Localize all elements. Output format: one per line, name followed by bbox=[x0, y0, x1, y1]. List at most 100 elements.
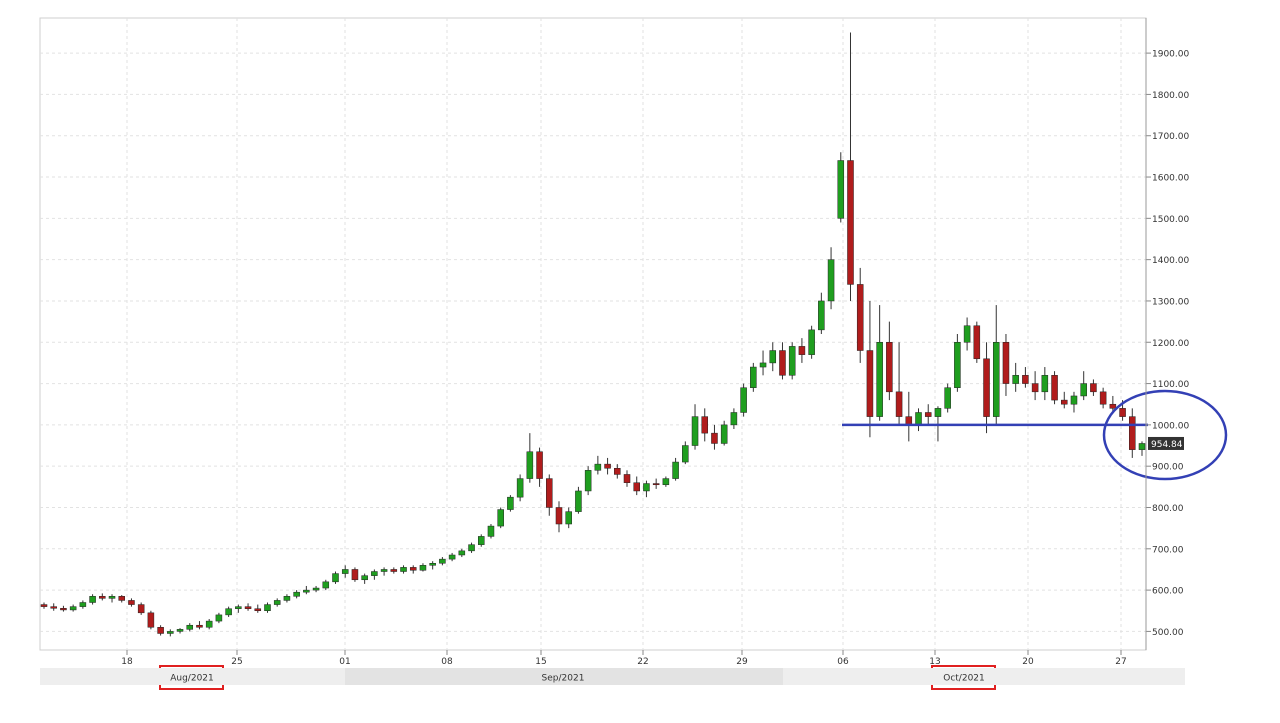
candle-down bbox=[99, 596, 106, 599]
candle-up bbox=[283, 596, 291, 601]
candle-up bbox=[429, 563, 436, 566]
candle-up bbox=[477, 536, 485, 545]
x-tick-label: 29 bbox=[736, 657, 748, 667]
candle-up bbox=[303, 589, 310, 593]
candle-up bbox=[448, 554, 456, 560]
candle-up bbox=[186, 624, 194, 630]
x-tick-label: 08 bbox=[441, 657, 453, 667]
y-tick-label: 1800.00 bbox=[1152, 91, 1189, 101]
candle-up bbox=[750, 366, 757, 388]
candle-down bbox=[614, 467, 621, 475]
candle-down bbox=[254, 608, 262, 612]
candle-up bbox=[79, 602, 87, 607]
x-tick-label: 13 bbox=[929, 657, 940, 667]
candle-down bbox=[711, 432, 718, 444]
candle-up bbox=[89, 596, 96, 603]
candle-up bbox=[380, 569, 388, 572]
candle-up bbox=[497, 509, 504, 527]
period-label: Aug/2021 bbox=[170, 674, 214, 684]
candle-up bbox=[341, 569, 349, 574]
y-tick-label: 1400.00 bbox=[1152, 256, 1189, 266]
candle-up bbox=[322, 581, 330, 589]
candle-up bbox=[954, 342, 961, 388]
x-tick-label: 18 bbox=[121, 657, 133, 667]
y-tick-label: 700.00 bbox=[1152, 545, 1184, 555]
candle-down bbox=[866, 350, 874, 417]
candle-up bbox=[808, 329, 815, 355]
candle-down bbox=[536, 451, 543, 479]
y-tick-label: 1700.00 bbox=[1152, 132, 1189, 142]
candle-up bbox=[837, 160, 845, 219]
candle-down bbox=[157, 627, 164, 634]
y-tick-label: 1900.00 bbox=[1152, 50, 1189, 60]
x-tick-label: 25 bbox=[231, 657, 242, 667]
candle-up bbox=[507, 496, 514, 510]
candle-down bbox=[798, 346, 806, 355]
candle-up bbox=[691, 416, 699, 446]
candle-up bbox=[167, 631, 174, 634]
y-tick-label: 500.00 bbox=[1152, 628, 1184, 638]
candle-up bbox=[1080, 383, 1087, 397]
candle-down bbox=[779, 350, 786, 376]
candle-down bbox=[118, 596, 125, 601]
candle-up bbox=[827, 259, 835, 302]
candle-down bbox=[1022, 375, 1029, 384]
candle-up bbox=[235, 606, 242, 609]
candle-up bbox=[1070, 395, 1078, 405]
x-tick-label: 01 bbox=[339, 657, 350, 667]
candle-down bbox=[701, 416, 709, 434]
x-tick-label: 27 bbox=[1115, 657, 1126, 667]
y-tick-label: 1100.00 bbox=[1152, 380, 1189, 390]
axes: 500.00 600.00 700.00 800.00 900.00 1000.00 110… bbox=[40, 18, 1189, 685]
candle-up bbox=[740, 387, 747, 413]
y-tick-label: 1000.00 bbox=[1152, 421, 1189, 431]
period-band-sep bbox=[345, 668, 783, 685]
candle-up bbox=[584, 470, 592, 492]
candle-down bbox=[1119, 408, 1126, 417]
candle-down bbox=[633, 482, 640, 492]
y-tick-label: 1500.00 bbox=[1152, 215, 1189, 225]
candle-up bbox=[788, 346, 796, 376]
candle-up bbox=[730, 412, 738, 426]
candle-up bbox=[312, 587, 320, 591]
candle-up bbox=[1041, 375, 1049, 393]
candle-up bbox=[468, 544, 475, 552]
y-tick-label: 1300.00 bbox=[1152, 297, 1189, 307]
candle-down bbox=[1129, 416, 1136, 450]
x-tick-label: 06 bbox=[837, 657, 849, 667]
candle-down bbox=[390, 569, 398, 572]
candle-down bbox=[973, 325, 981, 360]
candle-down bbox=[196, 624, 203, 628]
candle-up bbox=[439, 558, 446, 564]
candle-up bbox=[575, 490, 582, 512]
candle-up bbox=[526, 451, 534, 479]
candle-up bbox=[487, 525, 495, 537]
candle-down bbox=[351, 569, 359, 581]
candle-up bbox=[662, 478, 670, 486]
candle-up bbox=[458, 550, 466, 556]
candle-up bbox=[176, 629, 184, 632]
candle-down bbox=[147, 612, 155, 628]
candle-down bbox=[924, 412, 932, 417]
candle-up bbox=[565, 511, 572, 525]
candle-up bbox=[516, 478, 524, 498]
candle-up bbox=[293, 591, 300, 597]
last-price-label: 954.84 bbox=[1151, 440, 1183, 450]
candle-up bbox=[720, 424, 728, 444]
highlight-ellipse bbox=[1102, 389, 1228, 481]
candle-down bbox=[137, 604, 145, 614]
y-tick-label: 600.00 bbox=[1152, 587, 1184, 597]
candles bbox=[40, 32, 1146, 637]
candle-down bbox=[856, 284, 864, 351]
candle-down bbox=[409, 567, 417, 571]
candle-down bbox=[886, 342, 893, 393]
candle-down bbox=[895, 391, 903, 417]
candle-down bbox=[50, 606, 57, 609]
candle-up bbox=[934, 408, 942, 417]
x-tick-label: 22 bbox=[637, 657, 648, 667]
candle-up bbox=[672, 461, 679, 479]
candle-up bbox=[963, 325, 971, 343]
candle-up bbox=[69, 606, 77, 611]
